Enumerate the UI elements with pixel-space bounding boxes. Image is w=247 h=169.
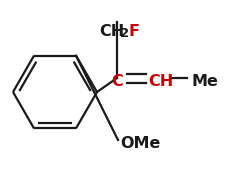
Text: CH: CH	[148, 75, 173, 90]
Text: C: C	[111, 75, 123, 90]
Text: Me: Me	[191, 75, 218, 90]
Text: 2: 2	[120, 27, 129, 40]
Text: F: F	[128, 24, 139, 39]
Text: OMe: OMe	[120, 137, 160, 151]
Text: CH: CH	[99, 24, 124, 39]
